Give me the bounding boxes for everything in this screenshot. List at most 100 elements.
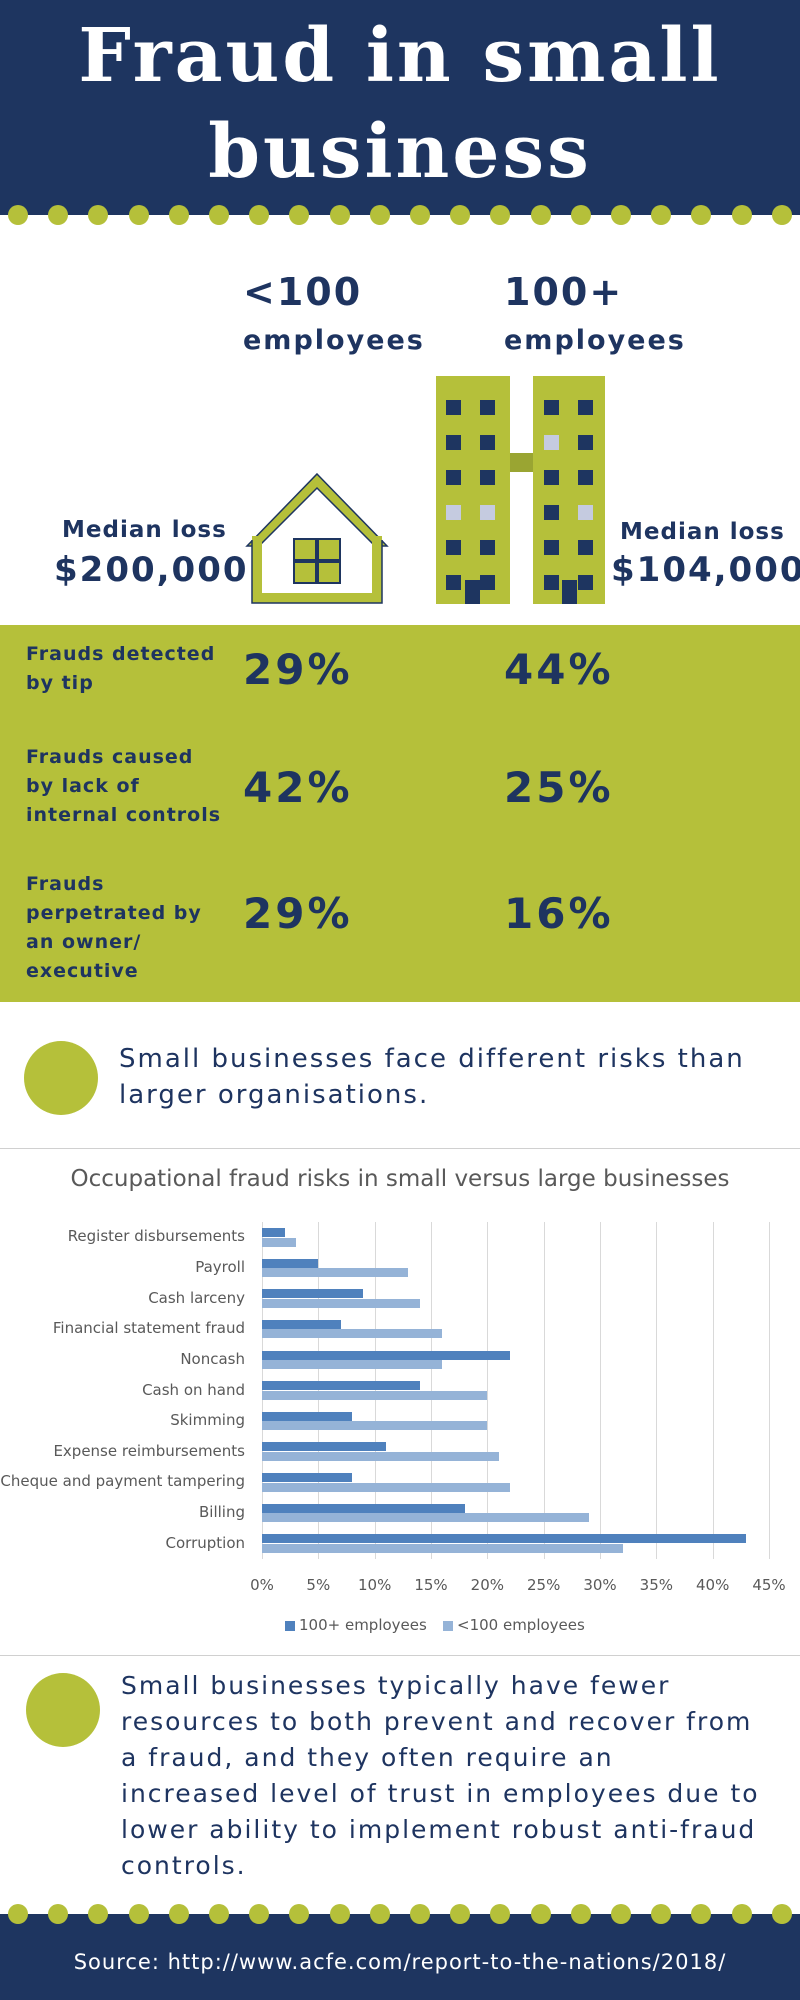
window	[446, 540, 461, 555]
dot	[450, 205, 471, 225]
x-tick-label: 15%	[414, 1576, 448, 1594]
x-tick-label: 45%	[752, 1576, 786, 1594]
large-col-sub: employees	[504, 325, 686, 356]
gridline	[431, 1222, 432, 1559]
window	[544, 505, 559, 520]
dot	[691, 1904, 712, 1924]
window	[544, 435, 559, 450]
dot	[249, 1904, 270, 1924]
header	[0, 0, 800, 215]
large-median-label: Median loss	[620, 519, 785, 545]
legend-swatch	[285, 1621, 295, 1631]
house-icon	[245, 472, 389, 604]
stat-small-controls: 42%	[243, 763, 353, 812]
category-label: Register disbursements	[67, 1227, 245, 1246]
small-median-value: $200,000	[54, 550, 249, 590]
bar-small	[262, 1329, 443, 1339]
category-label: Cash larceny	[148, 1288, 245, 1307]
dot	[168, 1904, 189, 1924]
chart-title: Occupational fraud risks in small versus…	[70, 1166, 730, 1192]
window	[544, 400, 559, 415]
dot	[570, 205, 591, 225]
bar-small	[262, 1451, 499, 1461]
footer	[0, 1914, 800, 2000]
gridline	[656, 1222, 658, 1559]
bar-large	[262, 1534, 747, 1544]
gridline	[600, 1222, 601, 1559]
bar-small	[262, 1237, 296, 1247]
office-buildings-icon	[436, 376, 605, 604]
window	[480, 470, 495, 485]
window	[544, 540, 559, 555]
divider	[0, 1148, 800, 1149]
bar-chart: 0% 5% 10% 15% 20% 25% 30% 35% 40% 45% Register dis…	[0, 1222, 786, 1634]
category-label: Noncash	[180, 1349, 245, 1368]
bar-small	[262, 1421, 488, 1431]
window	[446, 575, 461, 590]
bar-small	[262, 1298, 420, 1308]
gridline	[543, 1222, 545, 1559]
category-label: Expense reimbursements	[53, 1441, 245, 1460]
dot	[289, 1904, 310, 1924]
window	[446, 470, 461, 485]
dot	[209, 205, 229, 225]
stat-large-owner: 16%	[504, 889, 614, 938]
gridline	[318, 1222, 320, 1559]
dot	[128, 205, 149, 225]
stat-small-tip: 29%	[243, 645, 353, 694]
dot	[8, 205, 28, 225]
dot	[771, 1904, 792, 1924]
dot	[570, 1904, 591, 1924]
dot	[410, 1904, 430, 1924]
category-label: Billing	[199, 1503, 245, 1522]
x-tick-label: 35%	[639, 1576, 673, 1594]
window	[578, 470, 593, 485]
category-label: Cheque and payment tampering	[0, 1472, 245, 1491]
window	[578, 400, 593, 415]
large-median-value: $104,000	[611, 550, 800, 590]
window	[480, 540, 495, 555]
bar-large	[262, 1442, 386, 1452]
bar-large	[262, 1503, 465, 1513]
stat-label-controls: Frauds caused by lack of internal contro…	[26, 746, 222, 826]
category-label: Financial statement fraud	[52, 1319, 245, 1338]
dot	[611, 205, 631, 225]
small-col-sub: employees	[243, 325, 425, 356]
gridline	[769, 1222, 770, 1559]
bar-small	[262, 1543, 623, 1553]
dot-divider	[0, 1904, 800, 1924]
window	[578, 575, 593, 590]
x-tick-label: 40%	[695, 1576, 730, 1594]
stat-small-owner: 29%	[243, 889, 353, 938]
small-col-head: <100	[243, 270, 363, 314]
dot	[731, 1904, 752, 1924]
dot	[771, 205, 792, 225]
dot	[48, 205, 69, 225]
source-link[interactable]: Source: http://www.acfe.com/report-to-th…	[73, 1950, 727, 1974]
dot	[611, 1904, 631, 1924]
bar-large	[262, 1473, 353, 1483]
category-label: Skimming	[170, 1411, 245, 1430]
window	[544, 470, 559, 485]
stat-large-tip: 44%	[504, 645, 614, 694]
dot	[88, 205, 109, 225]
dot	[128, 1904, 149, 1924]
dot	[731, 205, 752, 225]
dot	[410, 205, 430, 225]
page-title: Fraud in small business	[78, 13, 722, 195]
dot	[369, 205, 390, 225]
dot	[88, 1904, 109, 1924]
window	[446, 435, 461, 450]
bullet-circle-icon	[26, 1673, 100, 1747]
window	[578, 435, 593, 450]
legend-swatch	[443, 1621, 453, 1631]
dot	[168, 205, 189, 225]
bar-small	[262, 1268, 409, 1278]
statement-risks: Small businesses face different risks th…	[119, 1044, 745, 1110]
dot	[249, 205, 270, 225]
stat-label-owner: Frauds perpetrated by an owner/ executiv…	[26, 873, 202, 982]
dot	[48, 1904, 69, 1924]
gridline	[487, 1222, 489, 1559]
bar-small	[262, 1513, 589, 1523]
stat-large-controls: 25%	[504, 763, 614, 812]
